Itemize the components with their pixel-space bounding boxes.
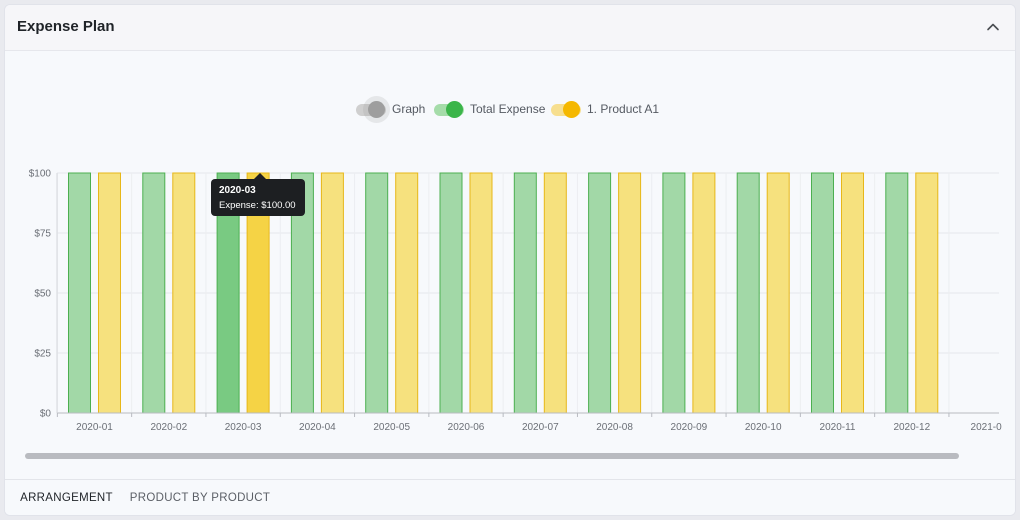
y-tick-label: $0 xyxy=(40,409,52,420)
bar-product-a1 xyxy=(98,172,121,414)
toggle-total-expense[interactable]: Total Expense xyxy=(434,99,546,121)
card-header: Expense Plan xyxy=(5,5,1015,51)
bar-total-expense xyxy=(365,172,389,414)
bar-product-a1 xyxy=(915,172,939,414)
y-tick-label: $25 xyxy=(34,349,51,360)
x-tick-label: 2020-04 xyxy=(299,422,336,433)
bar-product-a1 xyxy=(841,172,864,414)
y-tick-label: $100 xyxy=(29,169,52,180)
chart-legend: Graph Total Expense 1. Product A1 xyxy=(5,96,1015,123)
bar-total-expense xyxy=(68,172,91,414)
x-tick-label: 2020-09 xyxy=(671,422,708,433)
tab-label: PRODUCT BY PRODUCT xyxy=(129,492,271,504)
bar-total-expense xyxy=(439,172,463,414)
toggle-knob xyxy=(563,101,580,118)
bar-product-a1 xyxy=(618,172,642,414)
x-tick-label: 2020-08 xyxy=(596,422,633,433)
tab-bar: ARRANGEMENT PRODUCT BY PRODUCT xyxy=(5,479,1015,515)
x-tick-label: 2020-10 xyxy=(745,422,782,433)
toggle-label: Total Expense xyxy=(470,102,546,116)
tab-label: ARRANGEMENT xyxy=(20,492,113,504)
bar-product-a1 xyxy=(692,172,716,414)
chart-scrollbar[interactable] xyxy=(25,453,999,459)
x-tick-label: 2020-02 xyxy=(150,422,187,433)
bar-total-expense xyxy=(662,172,686,414)
bar-product-a1 xyxy=(469,172,493,414)
toggle-label: 1. Product A1 xyxy=(587,102,660,116)
bar-product-a1 xyxy=(172,172,196,414)
toggle-graph[interactable]: Graph xyxy=(356,96,426,123)
scrollbar-thumb[interactable] xyxy=(25,453,959,459)
toggle-label: Graph xyxy=(392,102,426,116)
x-tick-label: 2021-0 xyxy=(971,422,1003,433)
bar-total-expense xyxy=(885,172,909,414)
expense-plan-card: Expense Plan Graph Total Expense 1. Prod… xyxy=(4,4,1016,516)
tooltip-title: 2020-03 xyxy=(219,185,256,196)
x-tick-label: 2020-07 xyxy=(522,422,559,433)
tab-arrangement[interactable]: ARRANGEMENT xyxy=(5,480,128,515)
bar-product-a1 xyxy=(766,172,790,414)
x-tick-label: 2020-03 xyxy=(225,422,262,433)
bar-product-a1 xyxy=(320,172,344,414)
toggle-product-a1[interactable]: 1. Product A1 xyxy=(551,99,661,121)
bar-total-expense xyxy=(736,172,760,414)
bar-total-expense xyxy=(588,172,612,414)
y-tick-label: $75 xyxy=(34,229,51,240)
chevron-up-icon[interactable] xyxy=(985,19,1001,35)
bar-total-expense xyxy=(142,172,166,414)
bar-total-expense xyxy=(513,172,537,414)
y-tick-label: $50 xyxy=(34,289,51,300)
tooltip-body: Expense: $100.00 xyxy=(219,200,296,211)
x-tick-label: 2020-12 xyxy=(893,422,930,433)
tab-product-by-product[interactable]: PRODUCT BY PRODUCT xyxy=(128,480,272,515)
toggle-knob xyxy=(368,101,385,118)
x-tick-label: 2020-01 xyxy=(76,422,113,433)
page-title: Expense Plan xyxy=(17,18,115,35)
bar-total-expense xyxy=(811,172,834,414)
x-tick-label: 2020-05 xyxy=(373,422,410,433)
toggle-knob xyxy=(446,101,463,118)
bar-product-a1 xyxy=(395,172,419,414)
bar-product-a1 xyxy=(543,172,567,414)
chart-tooltip: 2020-03 Expense: $100.00 xyxy=(211,173,305,216)
x-tick-label: 2020-11 xyxy=(820,422,856,433)
x-tick-label: 2020-06 xyxy=(448,422,485,433)
